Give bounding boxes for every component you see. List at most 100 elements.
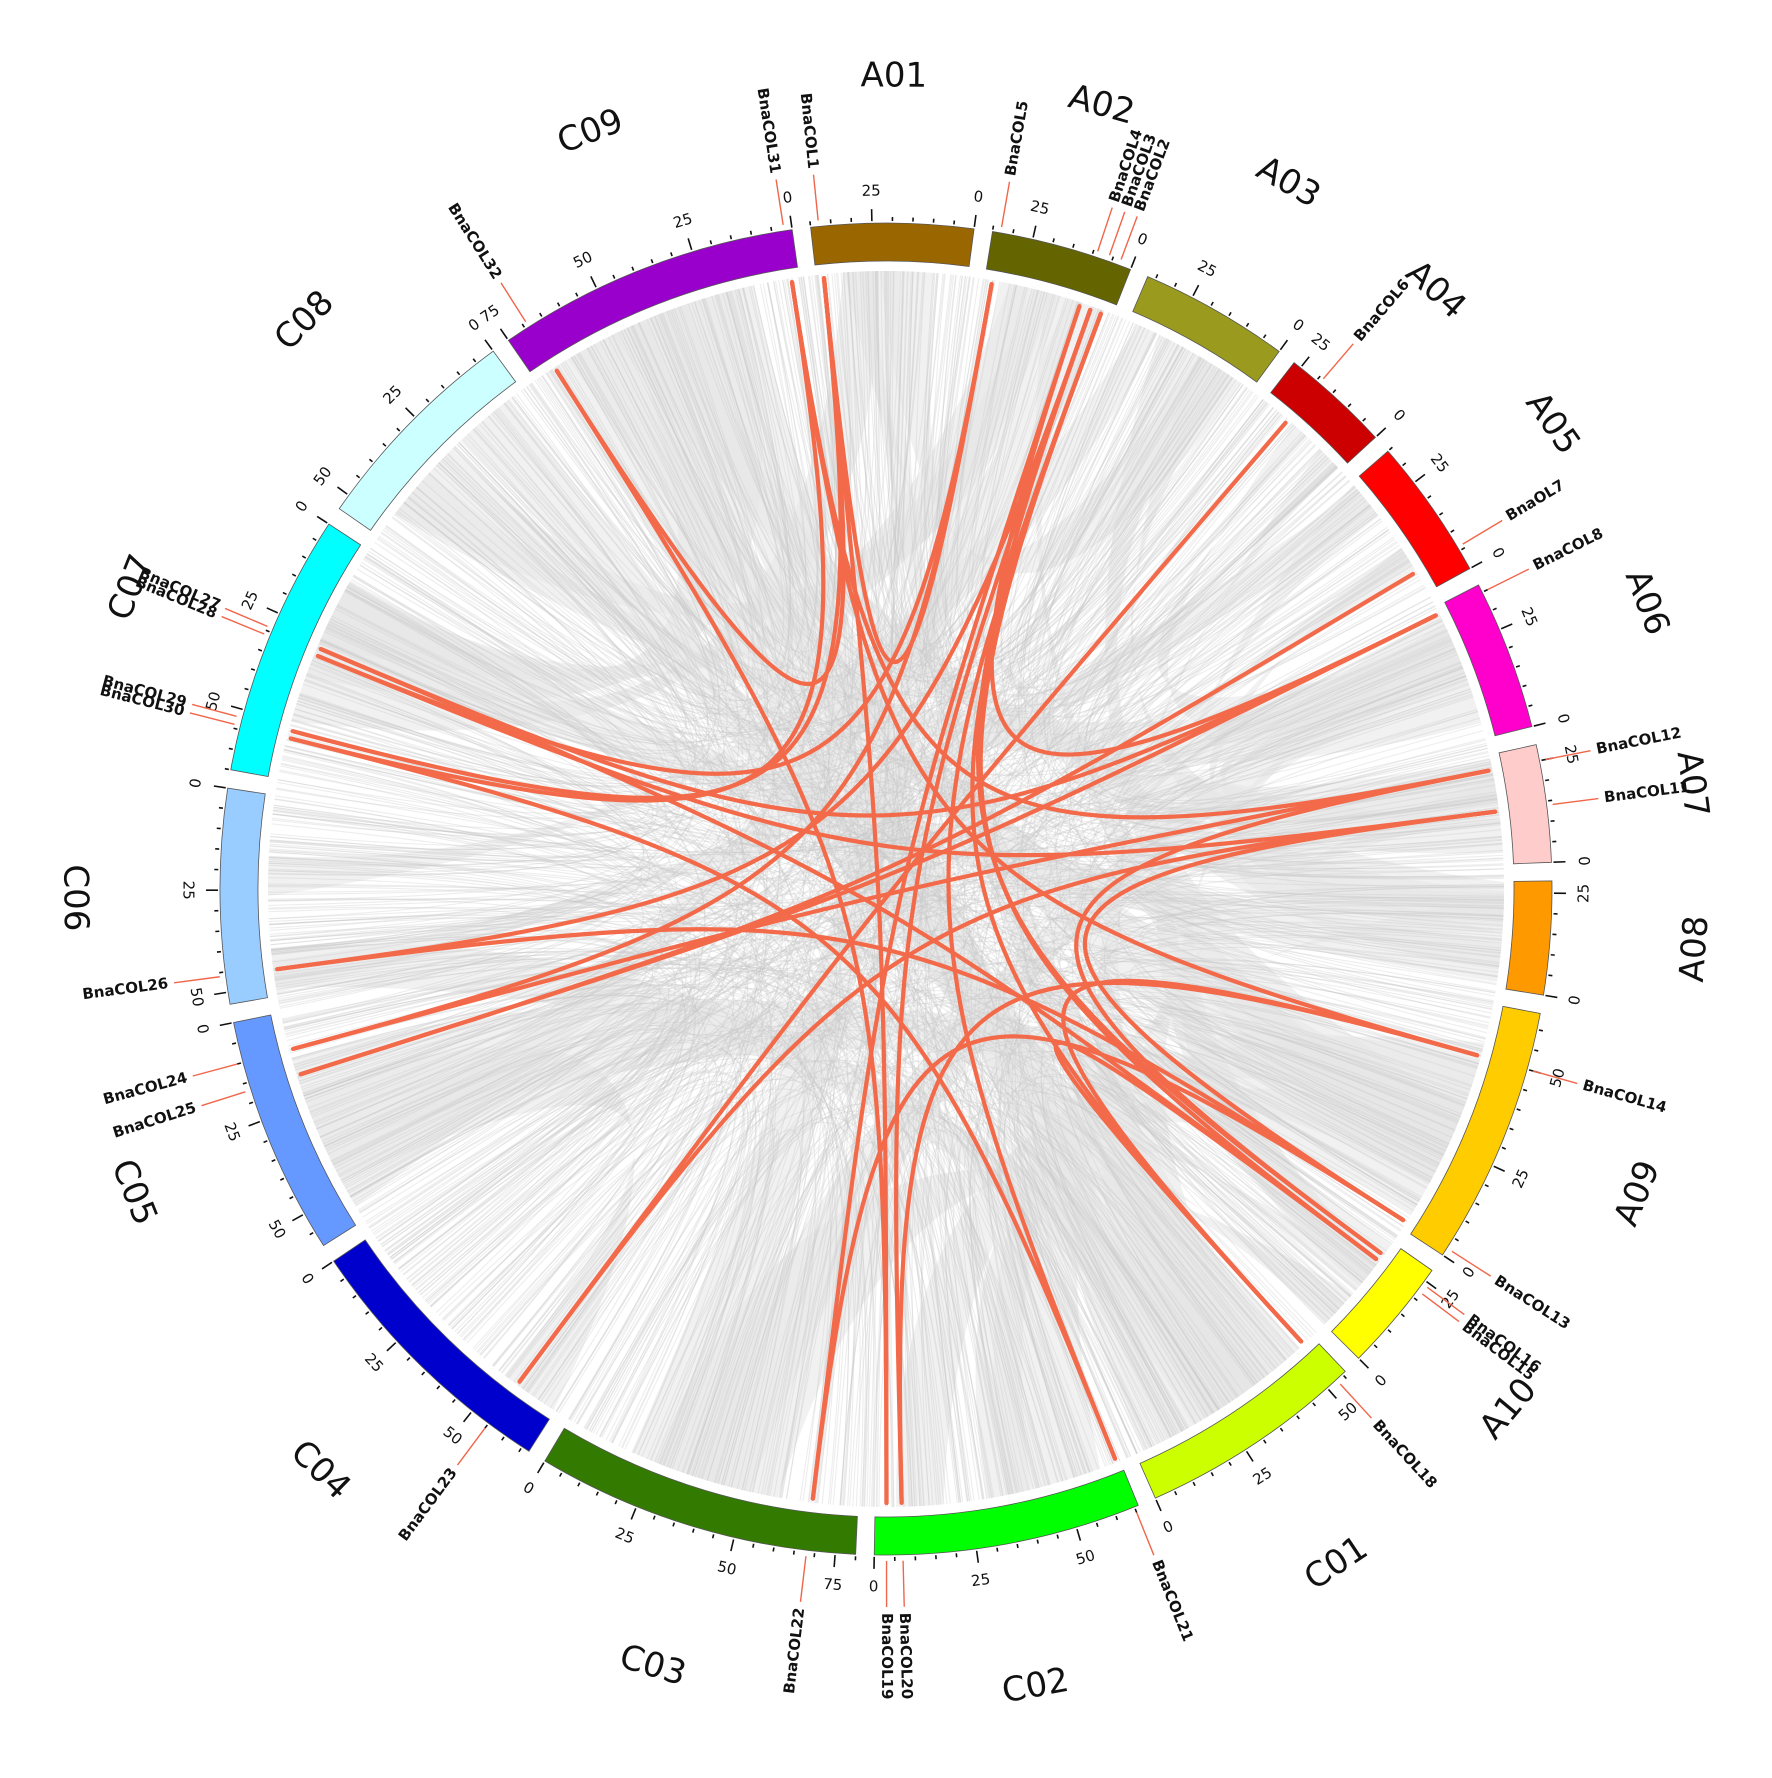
tick-mark [518, 1448, 522, 1453]
synteny-link [706, 989, 1478, 1481]
gene-pointer [201, 1091, 246, 1107]
synteny-link [545, 372, 1420, 1203]
tick-mark [316, 515, 328, 524]
tick-mark [1548, 799, 1553, 802]
tick-mark [1263, 1439, 1267, 1444]
synteny-link [1047, 1099, 1287, 1397]
synteny-link [270, 459, 687, 951]
synteny-link [273, 947, 855, 1506]
synteny-link [537, 297, 813, 1401]
synteny-link [442, 457, 1487, 818]
duplication-link [315, 282, 994, 776]
synteny-band [844, 271, 1503, 970]
synteny-link [274, 896, 1504, 979]
synteny-link [380, 272, 856, 1246]
synteny-link [284, 967, 1215, 1414]
synteny-link [924, 287, 1030, 1491]
tick-mark [219, 1022, 232, 1027]
synteny-link [268, 898, 1347, 1302]
tick-mark [1471, 561, 1483, 569]
synteny-link [331, 357, 1202, 1164]
synteny-link [345, 271, 894, 736]
synteny-link [1029, 1105, 1276, 1432]
synteny-link [901, 883, 1504, 1507]
synteny-link [406, 327, 774, 1280]
synteny-link [1046, 1096, 1300, 1403]
synteny-link [590, 1129, 802, 1489]
synteny-link [451, 1088, 923, 1507]
tick-mark [1192, 1481, 1196, 1487]
synteny-link [286, 738, 1495, 855]
gene-label: BnaCOL5 [1001, 99, 1032, 177]
synteny-link [973, 329, 1196, 1425]
tick-mark [1072, 243, 1075, 248]
synteny-link [282, 660, 651, 1024]
synteny-link [963, 1122, 1214, 1495]
synteny-link [1152, 927, 1499, 986]
synteny-link [602, 339, 1504, 903]
tick-label: 50 [265, 1217, 290, 1242]
tick-mark [1414, 473, 1426, 483]
tick-label: 50 [310, 463, 336, 489]
synteny-link [1049, 363, 1377, 707]
tick-label: 0 [1488, 544, 1508, 561]
tick-mark [1522, 684, 1527, 688]
synteny-link [378, 271, 870, 716]
synteny-link [277, 439, 697, 996]
tick-mark [1332, 389, 1337, 394]
synteny-band [1156, 484, 1379, 1287]
synteny-link [428, 326, 750, 692]
tick-mark [1155, 1499, 1162, 1512]
synteny-link [499, 375, 768, 1372]
chromosome-block-C08 [338, 350, 517, 531]
tick-label: 0 [869, 1577, 879, 1595]
synteny-link [368, 490, 1360, 1229]
synteny-link [923, 276, 1161, 1444]
tick-label: 75 [477, 301, 503, 327]
duplication-link [554, 368, 889, 1506]
synteny-link [273, 804, 619, 854]
synteny-link [271, 408, 705, 953]
synteny-link [1054, 440, 1418, 1206]
synteny-link [281, 757, 969, 1502]
synteny-link [328, 369, 1222, 769]
synteny-link [353, 441, 687, 734]
synteny-link [268, 274, 838, 866]
synteny-link [637, 1106, 1148, 1456]
synteny-link [522, 276, 970, 674]
synteny-link [273, 289, 792, 830]
synteny-link [416, 486, 1456, 1131]
tick-mark [1533, 722, 1546, 727]
synteny-link [573, 284, 1018, 667]
tick-mark [1508, 645, 1513, 649]
synteny-link [298, 696, 1503, 871]
synteny-link [991, 372, 1227, 1415]
tick-label: 50 [1074, 1546, 1097, 1569]
synteny-link [937, 274, 1248, 665]
synteny-link [349, 1030, 1141, 1453]
synteny-link [283, 751, 777, 1475]
tick-label: 75 [823, 1575, 843, 1594]
synteny-link [394, 948, 1492, 1265]
tick-mark [1450, 529, 1455, 533]
synteny-link [289, 985, 995, 1498]
synteny-link [384, 526, 1504, 922]
tick-mark [244, 687, 249, 691]
synteny-link [1007, 306, 1405, 718]
synteny-link [956, 279, 1335, 689]
tick-label: 0 [972, 187, 984, 206]
synteny-link [753, 285, 1197, 667]
synteny-link [283, 749, 1498, 859]
synteny-band [395, 288, 1062, 618]
tick-mark [652, 1515, 656, 1520]
chromosome-label-A10: A10 [1471, 1370, 1544, 1447]
synteny-link [433, 467, 1453, 1138]
synteny-link [270, 936, 700, 1372]
synteny-link [1103, 811, 1500, 1246]
tick-label: 0 [1371, 1371, 1390, 1390]
synteny-link [981, 620, 1444, 1482]
tick-mark [355, 474, 361, 479]
synteny-link [312, 656, 734, 1409]
synteny-link [531, 371, 1225, 703]
synteny-link [588, 909, 1504, 1432]
